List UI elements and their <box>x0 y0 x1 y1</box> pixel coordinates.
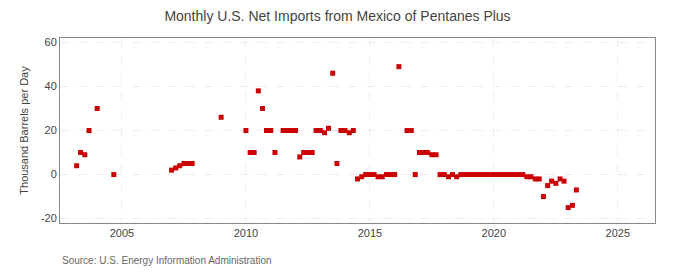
svg-text:2010: 2010 <box>234 227 258 239</box>
svg-text:60: 60 <box>45 36 57 48</box>
svg-text:Thousand Barrels per Day: Thousand Barrels per Day <box>18 66 30 195</box>
svg-text:Source: U.S. Energy Informatio: Source: U.S. Energy Information Administ… <box>62 255 272 266</box>
svg-text:2005: 2005 <box>110 227 134 239</box>
svg-text:2015: 2015 <box>358 227 382 239</box>
svg-text:40: 40 <box>45 80 57 92</box>
svg-text:2020: 2020 <box>482 227 506 239</box>
svg-text:-20: -20 <box>41 212 57 224</box>
svg-text:Monthly U.S. Net Imports from: Monthly U.S. Net Imports from Mexico of … <box>164 8 510 24</box>
svg-text:2025: 2025 <box>606 227 630 239</box>
svg-text:0: 0 <box>51 168 57 180</box>
svg-text:20: 20 <box>45 124 57 136</box>
